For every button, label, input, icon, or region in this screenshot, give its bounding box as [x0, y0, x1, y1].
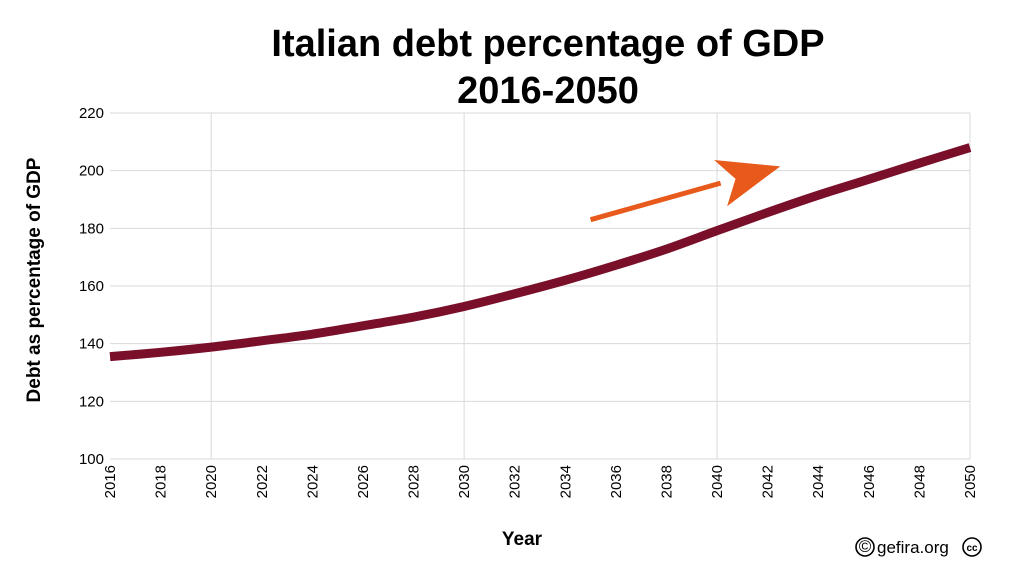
copyright-icon	[855, 537, 875, 557]
y-tick-label: 140	[79, 336, 104, 353]
trend-arrow-head	[714, 160, 781, 207]
x-axis-label: Year	[502, 529, 543, 550]
y-tick-label: 160	[79, 278, 104, 295]
x-tick-label: 2018	[153, 465, 170, 498]
x-tick-label: 2046	[861, 465, 878, 498]
x-axis-ticks: 2016 2018 2020 2022 2024 2026 2028 2030 2032 2034…	[102, 465, 979, 498]
x-tick-label: 2020	[203, 465, 220, 498]
series-layer	[109, 143, 972, 362]
x-tick-label: 2026	[355, 465, 372, 498]
x-tick-label: 2032	[507, 465, 524, 498]
x-tick-label: 2036	[608, 465, 625, 498]
x-tick-label: 2022	[254, 465, 271, 498]
chart-title-line-1: Italian debt percentage of GDP	[271, 23, 824, 65]
y-tick-label: 180	[79, 220, 104, 237]
y-tick-label: 220	[79, 105, 104, 122]
creative-commons-symbol-text: cc	[966, 543, 978, 554]
x-tick-label: 2048	[911, 465, 928, 498]
annotation-layer	[589, 160, 781, 223]
x-tick-label: 2044	[810, 465, 827, 498]
series-line	[109, 143, 972, 362]
x-tick-label: 2042	[760, 465, 777, 498]
y-axis-label: Debt as percentage of GDP	[24, 157, 45, 402]
x-tick-label: 2016	[102, 465, 119, 498]
creative-commons-icon	[962, 537, 982, 557]
x-tick-label: 2030	[456, 465, 473, 498]
x-tick-label: 2028	[406, 465, 423, 498]
y-tick-label: 100	[79, 451, 104, 468]
x-tick-label: 2034	[557, 465, 574, 498]
y-tick-label: 200	[79, 163, 104, 180]
credit-text: gefira.org	[877, 538, 949, 557]
credit: © gefira.org cc	[855, 537, 982, 557]
x-tick-label: 2040	[709, 465, 726, 498]
x-tick-label: 2038	[658, 465, 675, 498]
x-tick-label: 2050	[962, 465, 979, 498]
trend-arrow-shaft	[589, 180, 722, 223]
x-tick-label: 2024	[304, 465, 321, 498]
chart-title-line-2: 2016-2050	[457, 70, 639, 112]
y-tick-label: 120	[79, 393, 104, 410]
y-axis-ticks: 100 120 140 160 180 200 220	[79, 105, 104, 468]
copyright-symbol-text: ©	[859, 537, 872, 556]
